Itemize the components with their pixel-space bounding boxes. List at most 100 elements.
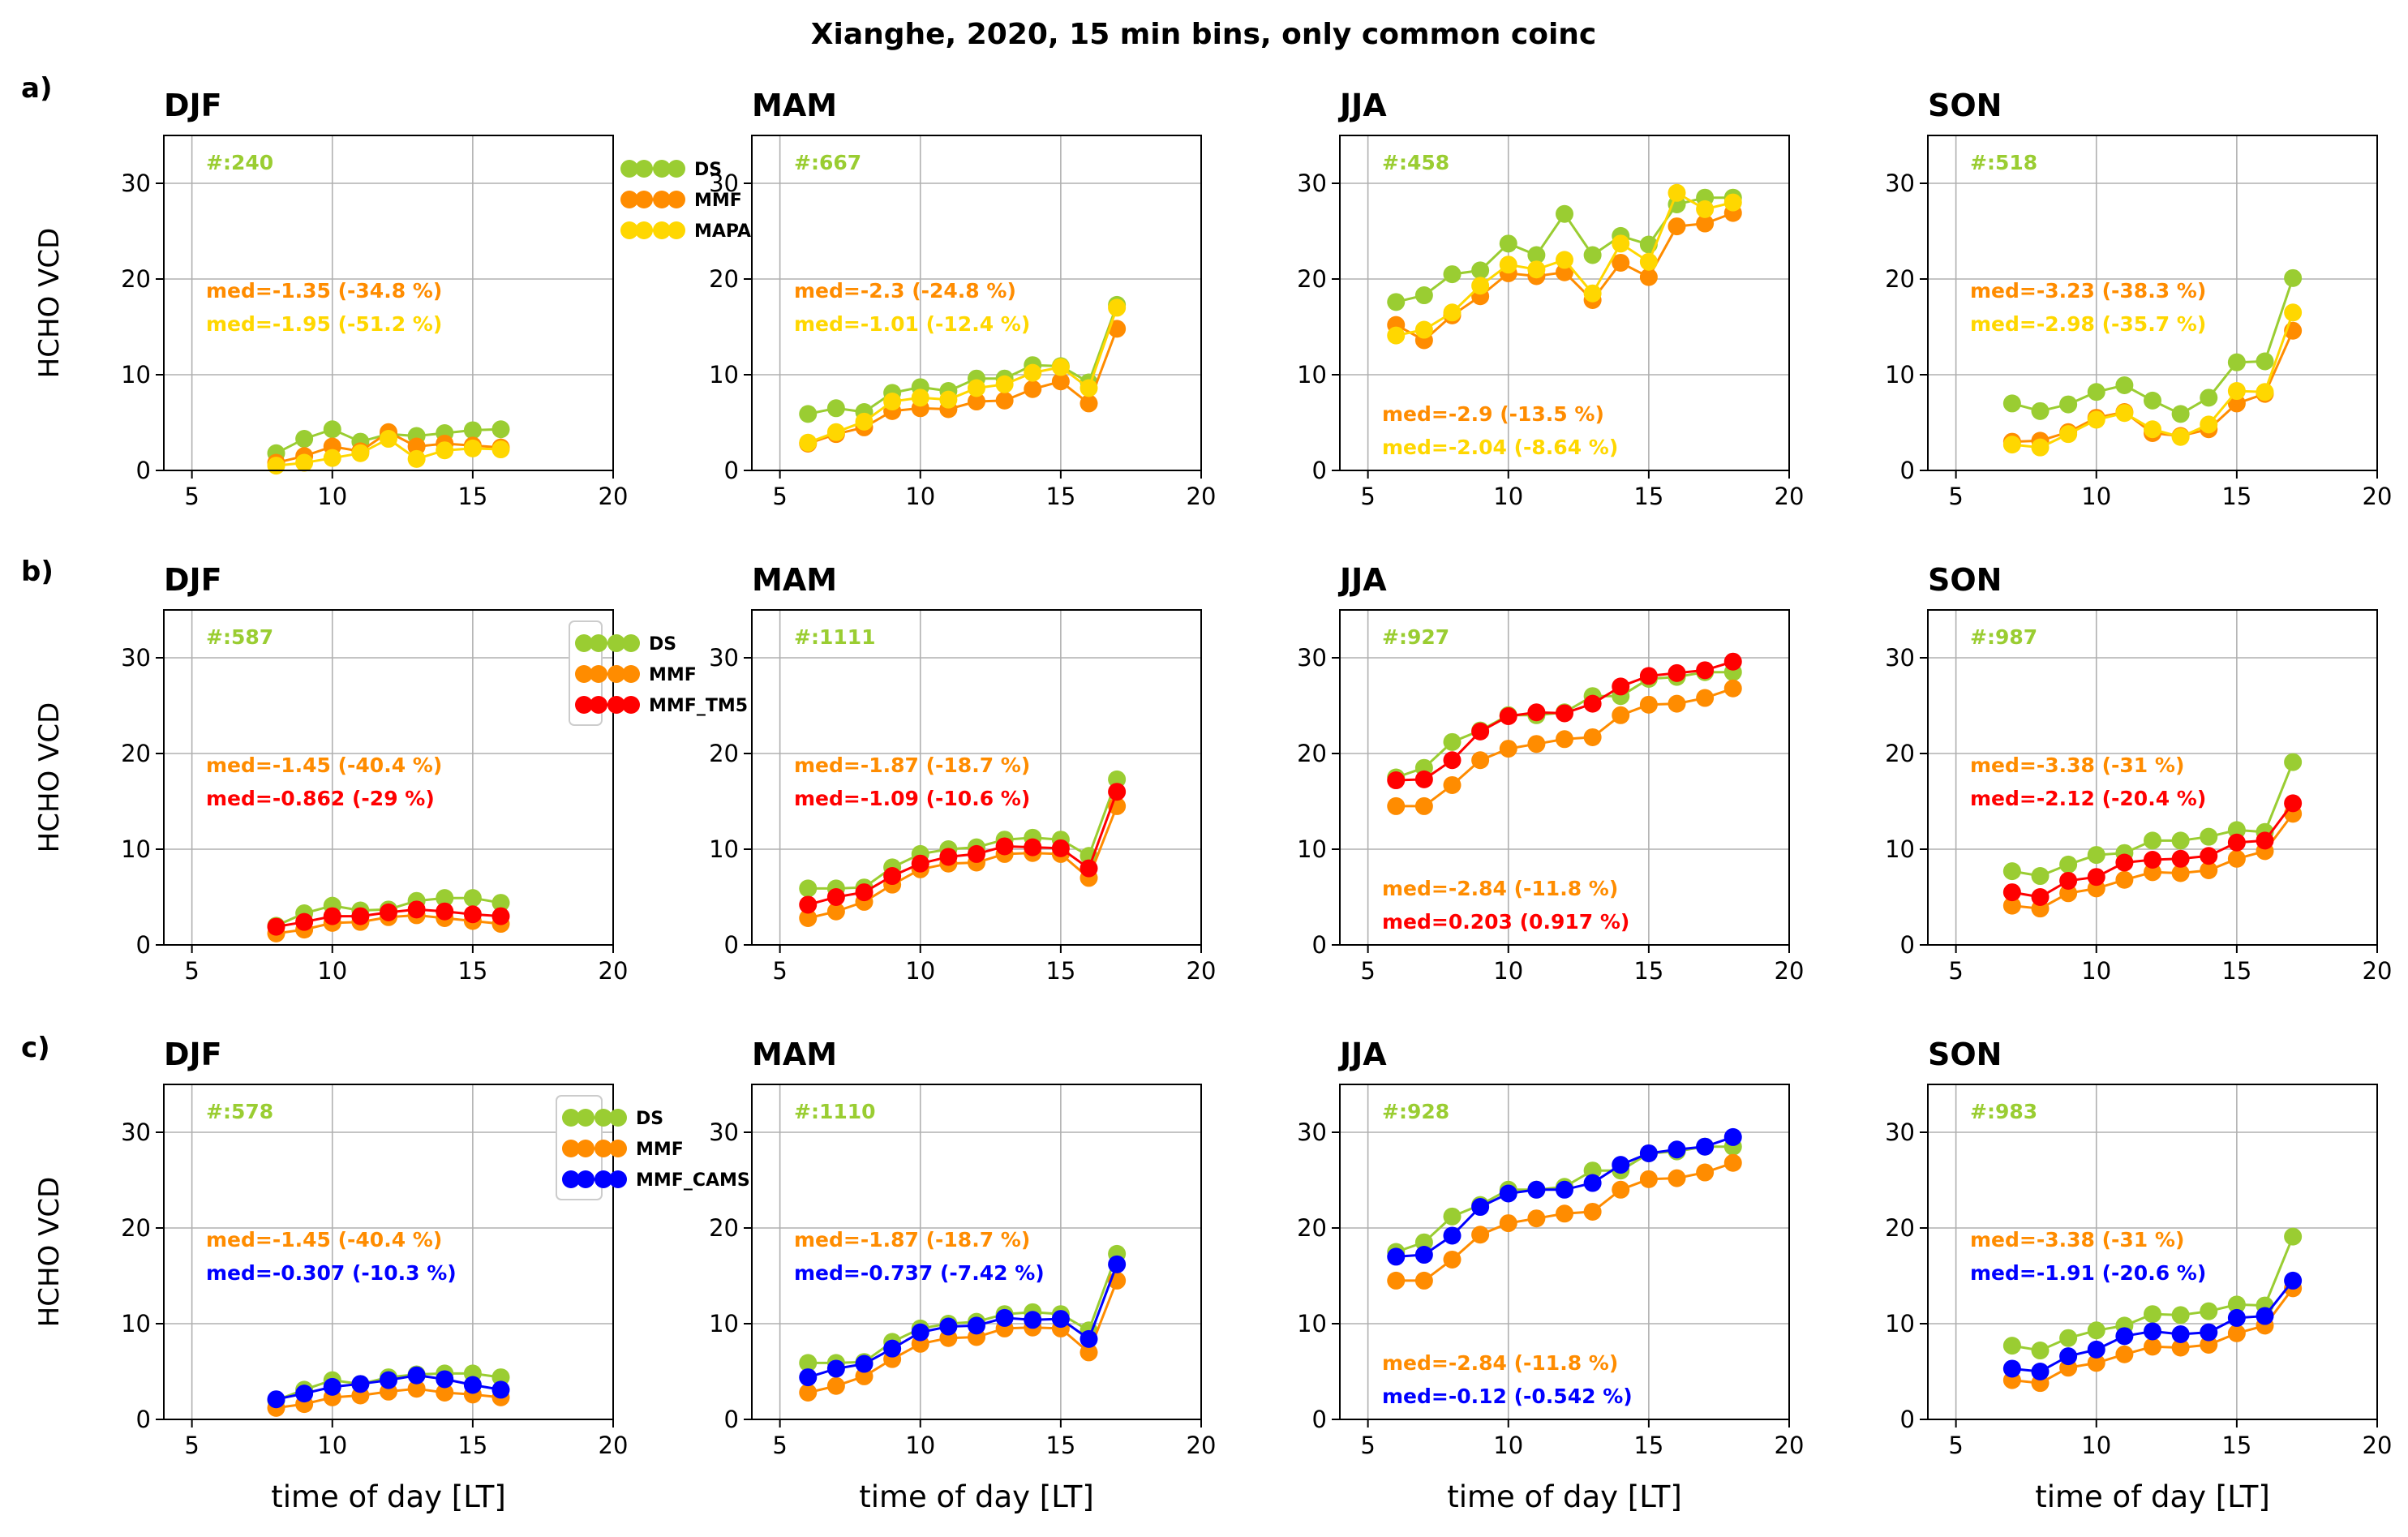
data-point <box>1443 1207 1462 1226</box>
y-tick-label: 30 <box>1885 170 1915 197</box>
x-tick-label: 5 <box>184 483 199 510</box>
data-point <box>995 837 1014 856</box>
data-point <box>1414 770 1433 788</box>
y-axis-label: HCHO VCD <box>33 702 66 853</box>
data-point <box>2256 352 2274 371</box>
median-annotation: med=-1.45 (-40.4 %) <box>206 753 442 777</box>
data-point <box>2200 861 2218 879</box>
data-point <box>2144 1337 2161 1356</box>
x-tick-label: 10 <box>1493 483 1523 510</box>
data-point <box>1024 363 1042 382</box>
panel-title: DJF <box>164 1037 222 1072</box>
median-annotation: med=-3.23 (-38.3 %) <box>1970 279 2206 303</box>
data-point <box>1696 689 1715 707</box>
y-tick-label: 20 <box>1885 1214 1915 1242</box>
data-point <box>407 437 426 456</box>
data-point <box>2200 1302 2218 1320</box>
x-tick-label: 15 <box>457 1432 487 1459</box>
y-tick-label: 30 <box>121 170 151 197</box>
data-point <box>2059 871 2078 890</box>
legend-swatch-marker <box>622 665 640 683</box>
y-tick-label: 0 <box>724 1406 739 1433</box>
axes-frame <box>163 1084 614 1420</box>
median-annotation: med=-0.862 (-29 %) <box>206 787 435 810</box>
data-point <box>2115 1345 2134 1363</box>
panel-title: JJA <box>1337 562 1387 598</box>
data-point <box>1556 204 1573 223</box>
legend-swatch-marker <box>575 696 593 714</box>
y-tick-label: 0 <box>136 457 151 484</box>
data-point <box>2144 850 2161 869</box>
sample-count: #:240 <box>206 151 273 174</box>
x-axis-label: time of day [LT] <box>271 1479 506 1514</box>
y-tick-label: 10 <box>709 835 739 863</box>
axes-frame <box>1339 135 1790 471</box>
data-point <box>267 917 285 936</box>
x-tick-label: 10 <box>2081 483 2111 510</box>
axes-frame <box>1339 609 1790 946</box>
data-point <box>2087 868 2105 887</box>
data-point <box>2171 427 2190 446</box>
data-point <box>2227 1295 2246 1314</box>
data-point <box>799 895 818 914</box>
y-tick-label: 20 <box>1297 740 1327 767</box>
data-point <box>1387 1247 1406 1266</box>
x-tick-label: 15 <box>1633 957 1663 985</box>
data-point <box>1723 1153 1742 1172</box>
x-tick-label: 20 <box>1775 957 1805 985</box>
y-axis-label: HCHO VCD <box>33 228 66 379</box>
y-tick-label: 10 <box>709 1310 739 1337</box>
data-point <box>2059 1347 2078 1366</box>
data-point <box>995 391 1014 410</box>
panel-son-row-2: 5 10 15 20 0 10 20 30 SON #:983 med=-3.38 (-31 %) m… <box>1885 1037 2392 1459</box>
y-tick-label: 0 <box>1312 457 1327 484</box>
data-point <box>1108 783 1127 801</box>
data-point <box>2115 376 2134 394</box>
data-point <box>1639 1170 1658 1188</box>
x-tick-label: 15 <box>457 957 487 985</box>
data-point <box>1414 1271 1433 1290</box>
data-point <box>1583 284 1602 303</box>
sample-count: #:983 <box>1970 1100 2037 1123</box>
x-tick-label: 20 <box>599 1432 629 1459</box>
legend-swatch-marker <box>667 191 685 208</box>
data-point <box>1696 1163 1715 1182</box>
panel-title: MAM <box>752 562 837 598</box>
data-point <box>2256 383 2274 401</box>
legend-swatch-marker <box>667 160 685 178</box>
data-point <box>1108 298 1127 317</box>
panel-mam-row-0: 5 10 15 20 0 10 20 30 MAM #:667 med=-2.3 (-24.8 %)… <box>709 88 1216 510</box>
data-point <box>826 1359 845 1378</box>
x-tick-label: 5 <box>1360 483 1375 510</box>
data-point <box>1639 667 1658 685</box>
data-point <box>1443 1250 1462 1269</box>
data-point <box>1051 358 1070 376</box>
x-tick-label: 15 <box>457 483 487 510</box>
data-point <box>855 1355 873 1373</box>
legend-label: MMF <box>636 1140 684 1160</box>
y-axis-label: HCHO VCD <box>33 1177 66 1328</box>
axes-frame <box>163 609 614 946</box>
legend: DS MMF MMF_TM5 <box>569 620 748 726</box>
median-annotation: med=-1.45 (-40.4 %) <box>206 1228 442 1251</box>
data-point <box>1471 722 1490 741</box>
data-point <box>1696 200 1715 218</box>
data-point <box>295 453 314 472</box>
data-point <box>2144 863 2161 882</box>
x-tick-label: 10 <box>2081 957 2111 985</box>
data-point <box>267 457 285 475</box>
panel-title: MAM <box>752 88 837 123</box>
data-point <box>1443 775 1462 794</box>
data-point <box>1527 735 1546 753</box>
median-annotation: med=-2.84 (-11.8 %) <box>1382 877 1618 900</box>
median-annotation: med=-1.01 (-12.4 %) <box>794 312 1030 336</box>
panel-title: JJA <box>1337 88 1387 123</box>
legend-swatch-marker <box>575 634 593 652</box>
data-point <box>2031 1342 2050 1360</box>
legend-swatch-marker <box>607 665 625 683</box>
axes-frame <box>751 609 1202 946</box>
axes-frame <box>751 135 1202 471</box>
data-point <box>1051 839 1070 857</box>
x-tick-label: 5 <box>772 957 787 985</box>
legend-swatch-marker <box>562 1109 580 1127</box>
